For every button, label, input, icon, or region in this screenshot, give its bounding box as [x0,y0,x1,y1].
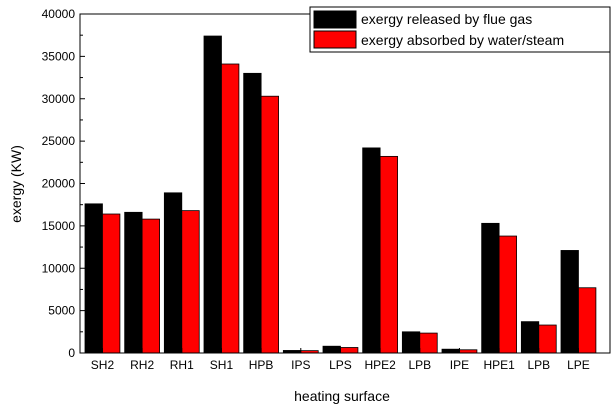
bar-flue-gas [163,192,183,354]
bar-water-steam [141,218,160,354]
bars-group [84,35,597,354]
x-tick-label: LPE [567,358,590,372]
bar-flue-gas [362,147,381,354]
x-tick-label: HPE2 [364,358,396,372]
y-tick-label: 15000 [42,219,76,233]
bar-flue-gas [441,348,460,354]
y-tick-label: 20000 [42,177,76,191]
legend-label-flue-gas: exergy released by flue gas [361,11,532,27]
bar-water-steam [340,347,359,354]
legend-swatch-flue-gas [313,10,357,29]
bar-water-steam [260,95,279,354]
bar-water-steam [221,63,240,354]
legend-label-water-steam: exergy absorbed by water/steam [361,32,564,48]
bar-flue-gas [322,345,341,354]
x-tick-label: RH2 [130,358,154,372]
x-tick-label: LPB [527,358,550,372]
bar-flue-gas [124,211,143,354]
bar-flue-gas [243,72,262,354]
bar-water-steam [181,210,200,354]
x-tick-label: SH1 [210,358,234,372]
bar-flue-gas [560,250,579,354]
bar-flue-gas [203,35,222,354]
y-tick-label: 40000 [42,7,76,21]
y-tick-label: 30000 [42,92,76,106]
legend-box [309,6,611,53]
x-tick-label: LPB [408,358,431,372]
bar-flue-gas [481,222,500,354]
x-tick-label: IPS [291,358,310,372]
x-axis-ticks: SH2 RH2 RH1 SH1 HPB IPS LPS HPE2 LPB IPE HPE1 LPB LP… [91,348,590,372]
y-tick-label: 25000 [42,134,76,148]
y-tick-label: 0 [68,346,75,360]
x-tick-label: IPE [450,358,469,372]
legend: exergy released by flue gas exergy absor… [309,6,611,53]
x-axis-label: heating surface [294,388,390,404]
x-tick-label: LPS [329,358,352,372]
bar-flue-gas [401,331,421,354]
bar-water-steam [379,155,398,354]
bar-water-steam [578,287,597,354]
x-tick-label: HPE1 [483,358,515,372]
y-tick-label: 35000 [42,49,76,63]
legend-swatch-water-steam [313,30,357,49]
y-tick-label: 10000 [42,261,76,275]
x-tick-label: SH2 [91,358,115,372]
x-tick-label: RH1 [170,358,194,372]
x-tick-label: HPB [249,358,274,372]
y-tick-label: 5000 [48,304,75,318]
bar-water-steam [498,235,517,354]
bar-water-steam [419,332,438,354]
bar-water-steam [538,324,557,354]
y-axis-label: exergy (KW) [8,145,24,223]
bar-flue-gas [520,321,540,354]
bar-flue-gas [84,203,103,354]
bar-water-steam [102,213,121,354]
y-axis-ticks: 0 5000 10000 15000 20000 25000 30000 35000 40000 [42,7,85,360]
